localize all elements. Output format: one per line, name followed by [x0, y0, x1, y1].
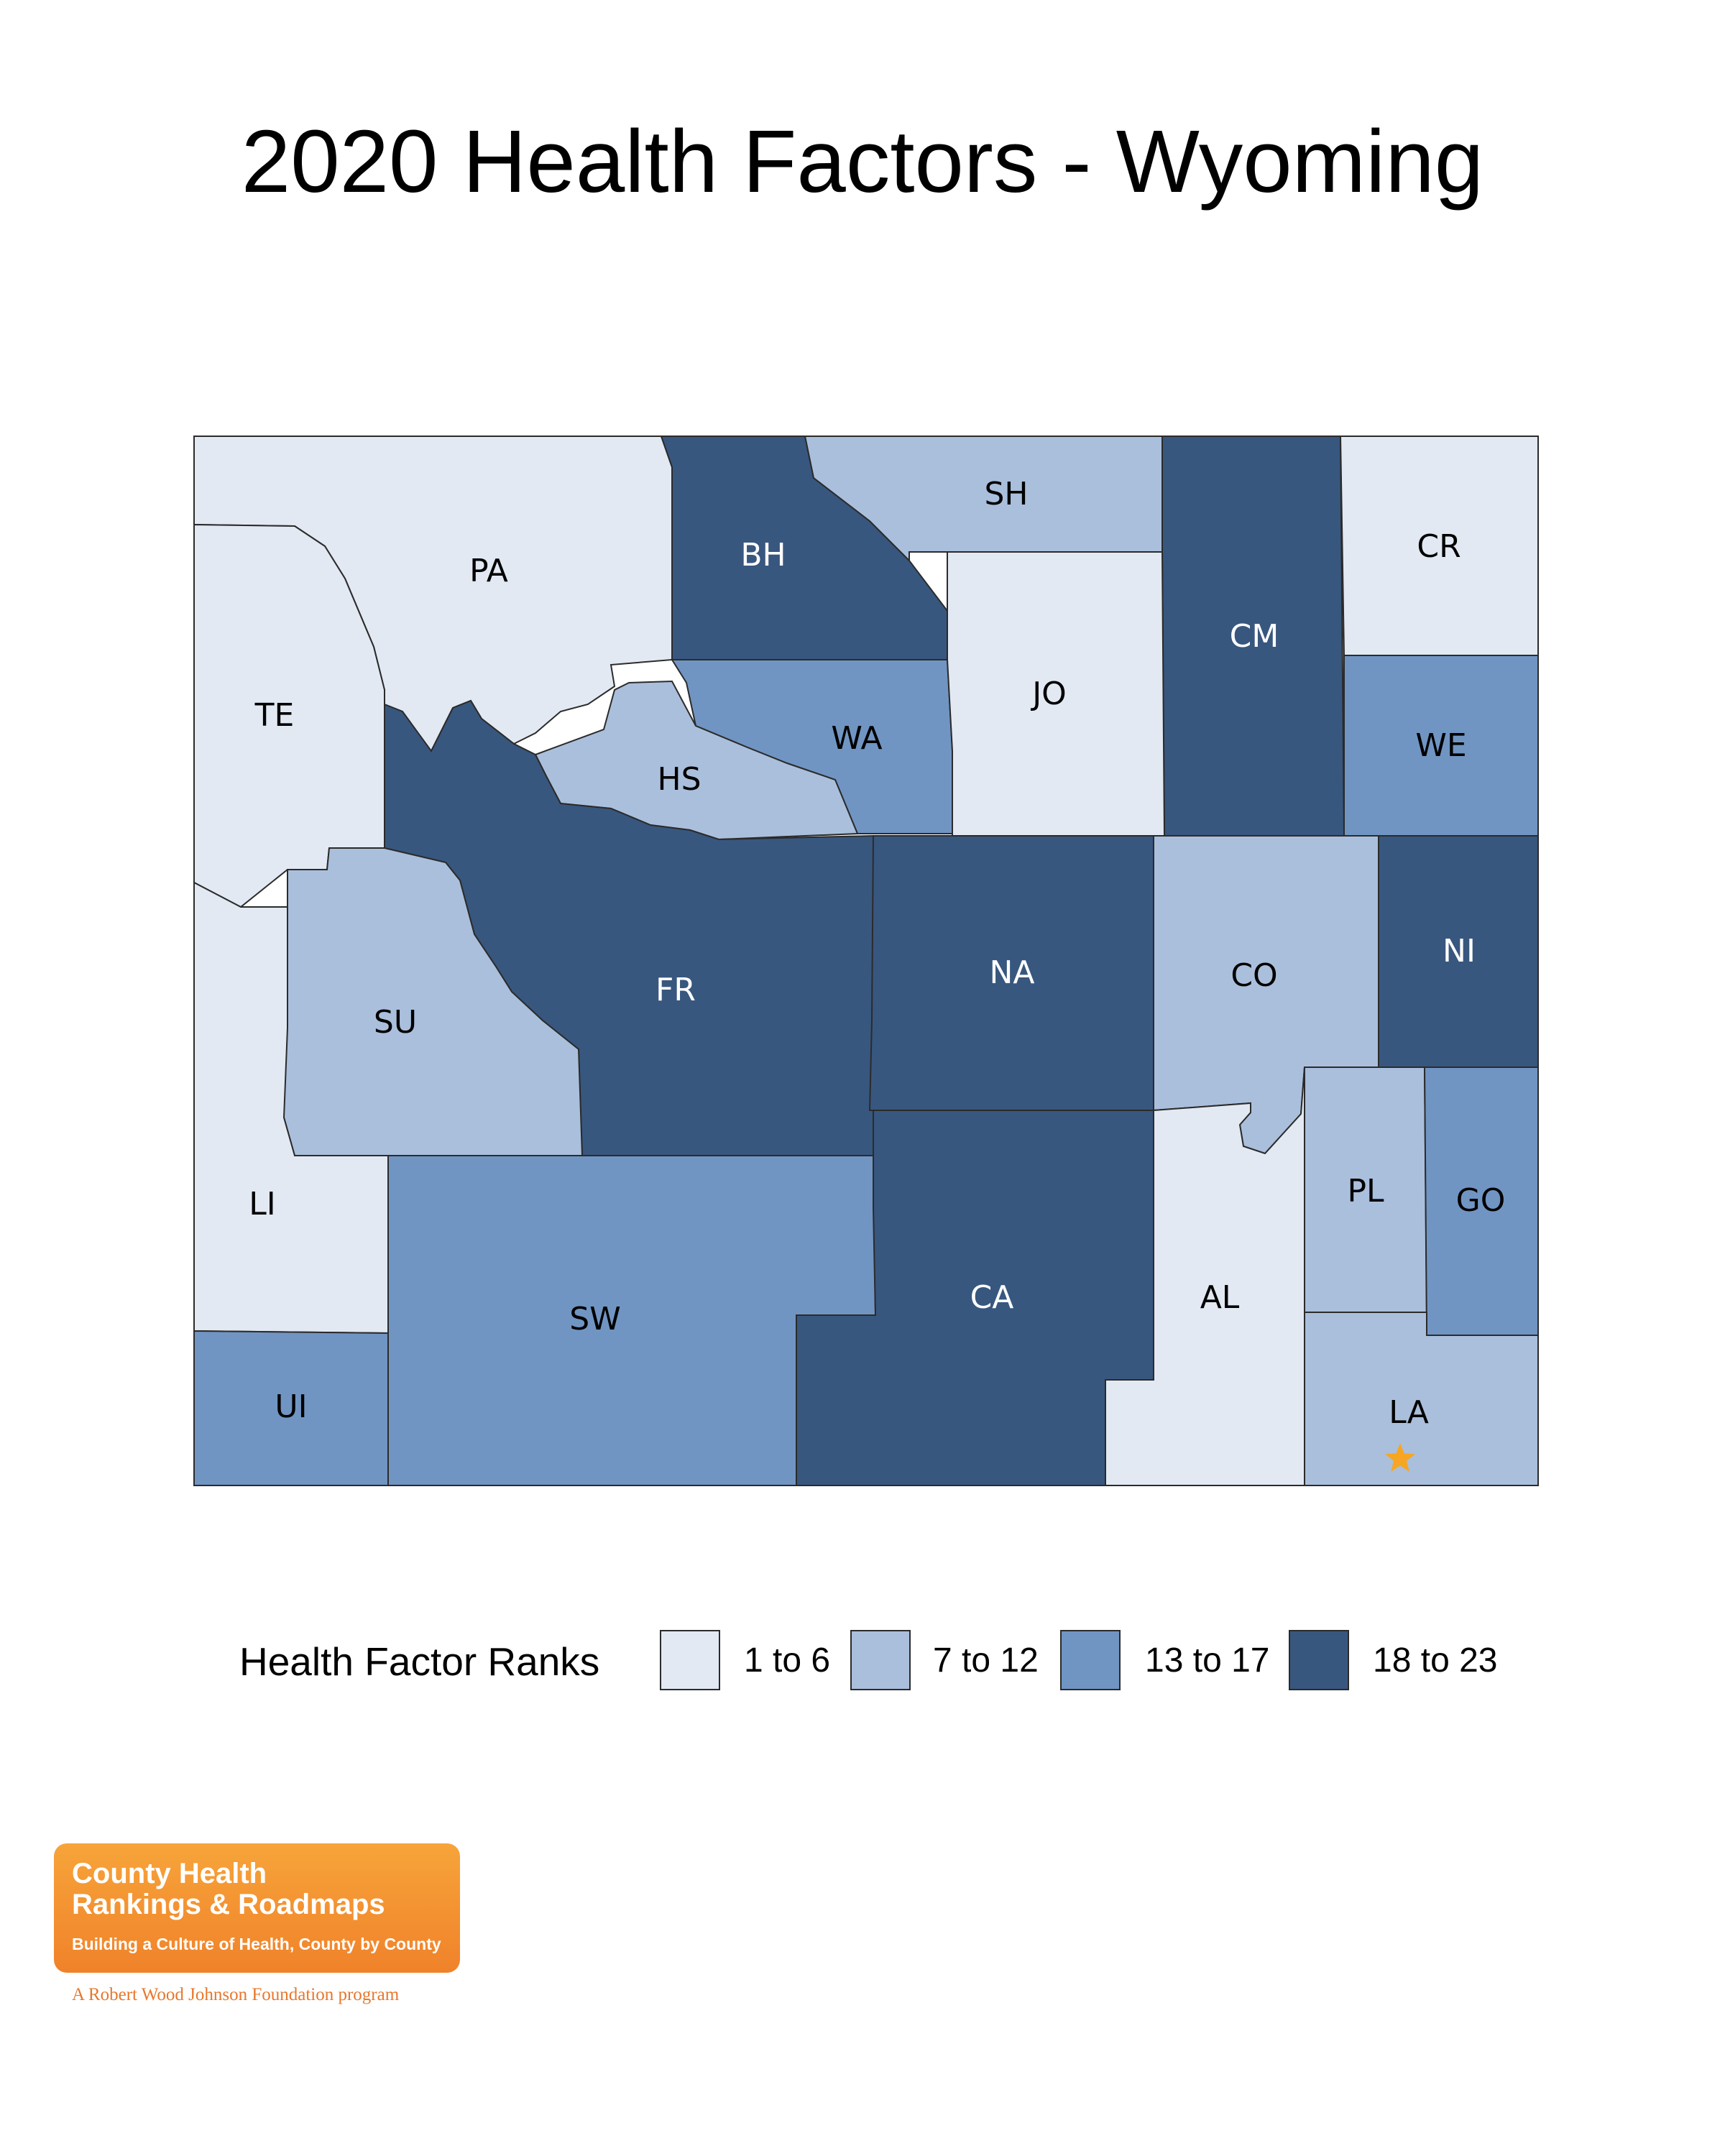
chrr-logo: [54, 1843, 460, 1973]
legend-swatch-13-to-17: [1060, 1630, 1121, 1690]
legend-title: Health Factor Ranks: [239, 1639, 600, 1684]
county-label-SH: SH: [984, 476, 1028, 512]
county-label-SW: SW: [569, 1301, 620, 1337]
county-label-CR: CR: [1417, 528, 1460, 565]
legend-label-1-to-6: 1 to 6: [744, 1641, 831, 1680]
county-label-LI: LI: [249, 1186, 276, 1222]
county-label-PA: PA: [469, 553, 508, 589]
legend-swatch-7-to-12: [850, 1630, 911, 1690]
county-label-UI: UI: [275, 1388, 307, 1425]
county-label-PL: PL: [1347, 1173, 1384, 1210]
county-label-CO: CO: [1230, 957, 1277, 994]
county-label-LA: LA: [1389, 1394, 1429, 1431]
county-label-TE: TE: [254, 697, 295, 734]
county-label-GO: GO: [1456, 1182, 1506, 1219]
county-label-SU: SU: [374, 1004, 417, 1041]
logo-footer: A Robert Wood Johnson Foundation program: [72, 1985, 400, 2004]
county-label-FR: FR: [656, 972, 696, 1008]
county-label-CA: CA: [970, 1279, 1014, 1316]
legend-label-13-to-17: 13 to 17: [1145, 1641, 1270, 1680]
legend-swatch-1-to-6: [660, 1630, 720, 1690]
county-label-NA: NA: [989, 954, 1034, 991]
logo-text-line2: Rankings & Roadmaps: [72, 1889, 385, 1920]
county-label-AL: AL: [1200, 1279, 1240, 1316]
county-label-NI: NI: [1443, 933, 1476, 969]
map-title: 2020 Health Factors - Wyoming: [241, 113, 1484, 211]
county-label-WA: WA: [831, 720, 882, 757]
star-icon: [1385, 1443, 1415, 1472]
county-label-HS: HS: [657, 761, 701, 798]
county-label-CM: CM: [1230, 618, 1279, 655]
county-label-BH: BH: [740, 537, 786, 573]
county-AL[interactable]: [1105, 1067, 1305, 1486]
legend-label-18-to-23: 18 to 23: [1373, 1641, 1498, 1680]
state-outline: [193, 436, 1539, 1486]
county-label-WE: WE: [1415, 727, 1466, 764]
legend-swatch-18-to-23: [1289, 1630, 1349, 1690]
legend-label-7-to-12: 7 to 12: [933, 1641, 1039, 1680]
logo-text-line1: County Health: [72, 1858, 267, 1889]
county-label-JO: JO: [1030, 676, 1067, 712]
logo-tagline: Building a Culture of Health, County by …: [72, 1935, 441, 1953]
